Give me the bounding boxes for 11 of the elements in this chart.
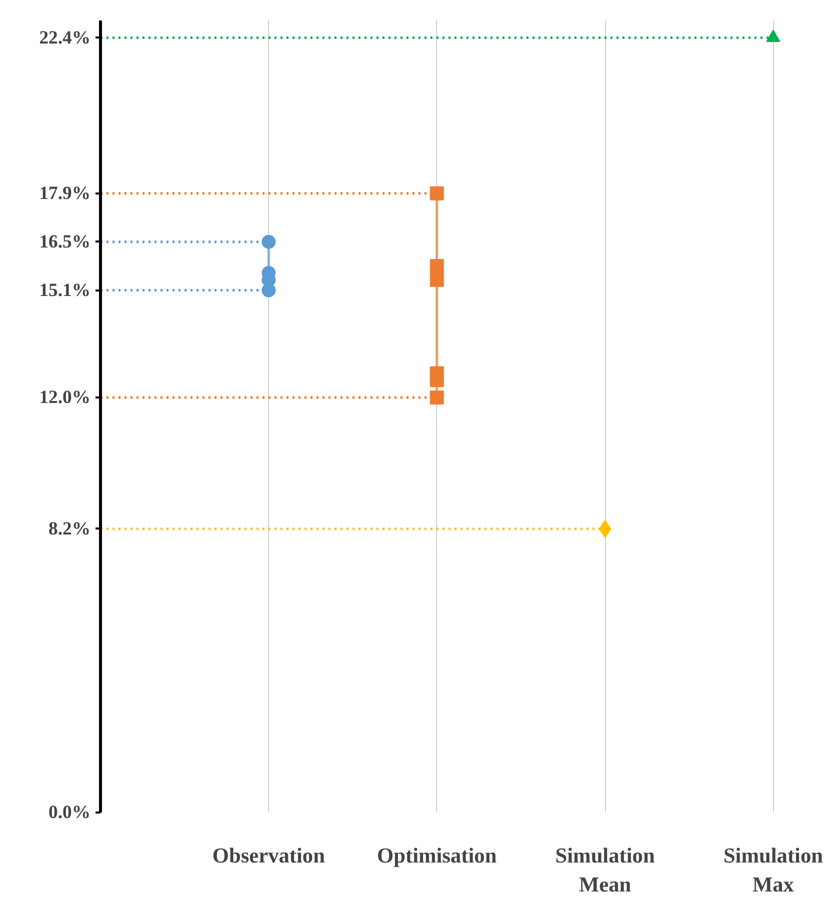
y-tick-label: 17.9% <box>39 182 91 204</box>
y-tick-label: 8.2% <box>48 518 91 540</box>
y-tick-label: 22.4% <box>39 27 91 48</box>
x-tick-label: Simulation Mean <box>555 844 655 896</box>
x-tick-label: Simulation Max <box>723 844 824 896</box>
y-tick-label: 0.0% <box>48 802 91 823</box>
x-tick-label: Optimisation <box>377 844 497 868</box>
y-tick-label: 16.5% <box>39 231 91 252</box>
y-tick-label: 15.1% <box>39 280 91 301</box>
x-tick-label: Observation <box>212 844 326 868</box>
y-tick-label: 12.0% <box>39 386 91 408</box>
